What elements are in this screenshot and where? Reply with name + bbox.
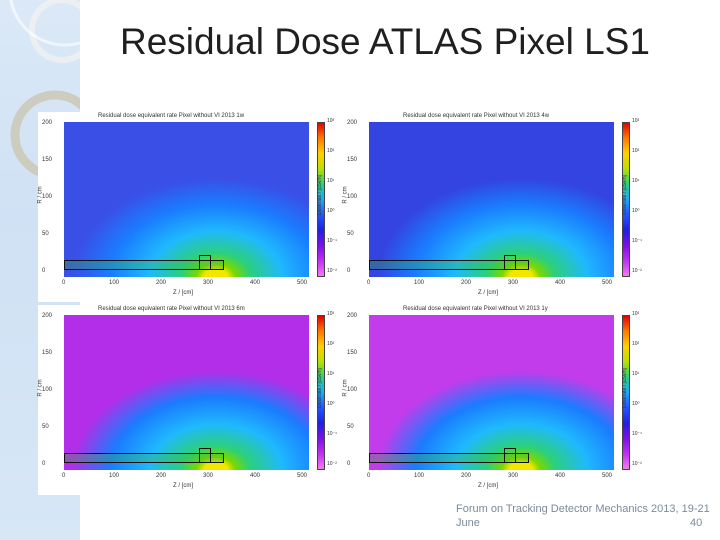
colorbar-tick-label: 10⁰ (327, 401, 335, 407)
x-tick-label: 100 (414, 280, 425, 286)
x-tick-label: 100 (109, 280, 120, 286)
colorbar-tick-label: 10³ (327, 311, 335, 317)
dose-plot-4: Residual dose equivalent rate Pixel with… (343, 305, 643, 495)
x-tick-label: 300 (203, 280, 214, 286)
dose-plot-3: Residual dose equivalent rate Pixel with… (38, 305, 338, 495)
y-tick-label: 0 (347, 461, 351, 467)
colorbar-tick-label: 10⁻² (632, 461, 642, 467)
x-tick-label: 400 (555, 280, 566, 286)
x-tick-label: 300 (508, 473, 519, 479)
y-tick-label: 150 (42, 157, 53, 163)
colorbar-tick-label: 10⁰ (632, 401, 640, 407)
y-tick-label: 150 (42, 350, 53, 356)
x-axis-label: Z / [cm] (478, 290, 498, 296)
colorbar-tick-label: 10³ (632, 311, 640, 317)
colorbar-tick-label: 10¹ (632, 178, 640, 184)
x-tick-label: 0 (62, 280, 66, 286)
colorbar-tick-label: 10⁻² (632, 268, 642, 274)
x-tick-label: 100 (414, 473, 425, 479)
colorbar-tick-label: 10² (327, 148, 335, 154)
dose-plot-2: Residual dose equivalent rate Pixel with… (343, 112, 643, 302)
plot-title: Residual dose equivalent rate Pixel with… (98, 113, 245, 119)
y-tick-label: 100 (347, 194, 358, 200)
x-tick-label: 300 (508, 280, 519, 286)
colorbar-tick-label: 10³ (327, 118, 335, 124)
y-tick-label: 0 (42, 268, 46, 274)
colorbar-tick-label: 10⁻¹ (632, 431, 642, 437)
colorbar (622, 315, 630, 470)
y-axis-label: R / cm (37, 379, 44, 397)
y-tick-label: 100 (42, 387, 53, 393)
colorbar-tick-label: 10⁻² (327, 461, 337, 467)
y-tick-label: 50 (347, 231, 354, 237)
colorbar-label: Doserate / [uSv/h] (317, 174, 324, 216)
y-tick-label: 0 (42, 461, 46, 467)
colorbar-tick-label: 10⁻² (327, 268, 337, 274)
y-tick-label: 200 (42, 120, 53, 126)
colorbar-tick-label: 10¹ (327, 178, 335, 184)
y-axis-label: R / cm (37, 186, 44, 204)
x-tick-label: 200 (461, 280, 472, 286)
y-axis-label: R / cm (342, 379, 349, 397)
colorbar-tick-label: 10⁻¹ (632, 238, 642, 244)
x-tick-label: 500 (602, 473, 613, 479)
footer-text: Forum on Tracking Detector Mechanics 201… (456, 503, 710, 529)
x-axis-label: Z / [cm] (478, 483, 498, 489)
heatmap-area (64, 315, 309, 470)
colorbar-tick-label: 10⁰ (327, 208, 335, 214)
plot-title: Residual dose equivalent rate Pixel with… (403, 306, 548, 312)
x-tick-label: 200 (156, 473, 167, 479)
y-tick-label: 100 (42, 194, 53, 200)
colorbar-tick-label: 10¹ (632, 371, 640, 377)
x-tick-label: 500 (297, 473, 308, 479)
y-tick-label: 100 (347, 387, 358, 393)
y-tick-label: 150 (347, 350, 358, 356)
heatmap-area (369, 315, 614, 470)
dose-plot-1: Residual dose equivalent rate Pixel with… (38, 112, 338, 302)
y-tick-label: 200 (347, 120, 358, 126)
page-number: 40 (690, 517, 703, 529)
colorbar-tick-label: 10¹ (327, 371, 335, 377)
x-tick-label: 0 (367, 280, 371, 286)
x-tick-label: 500 (297, 280, 308, 286)
colorbar-tick-label: 10² (632, 341, 640, 347)
colorbar-label: Doserate / [uSv/h] (317, 367, 324, 409)
x-tick-label: 400 (250, 473, 261, 479)
x-tick-label: 400 (250, 280, 261, 286)
colorbar-tick-label: 10² (327, 341, 335, 347)
y-tick-label: 0 (347, 268, 351, 274)
x-tick-label: 200 (461, 473, 472, 479)
colorbar-tick-label: 10⁰ (632, 208, 640, 214)
plot-title: Residual dose equivalent rate Pixel with… (403, 113, 550, 119)
x-tick-label: 500 (602, 280, 613, 286)
y-tick-label: 200 (42, 313, 53, 319)
x-axis-label: Z / [cm] (173, 483, 193, 489)
x-tick-label: 200 (156, 280, 167, 286)
colorbar (317, 122, 325, 277)
colorbar-label: Doserate / [uSv/h] (622, 367, 629, 409)
colorbar-tick-label: 10³ (632, 118, 640, 124)
x-tick-label: 300 (203, 473, 214, 479)
heatmap-area (369, 122, 614, 277)
y-axis-label: R / cm (342, 186, 349, 204)
y-tick-label: 50 (42, 231, 49, 237)
x-tick-label: 0 (367, 473, 371, 479)
x-tick-label: 400 (555, 473, 566, 479)
slide-title: Residual Dose ATLAS Pixel LS1 (120, 21, 650, 62)
y-tick-label: 150 (347, 157, 358, 163)
plot-title: Residual dose equivalent rate Pixel with… (98, 306, 245, 312)
heatmap-area (64, 122, 309, 277)
colorbar-tick-label: 10⁻¹ (327, 431, 337, 437)
colorbar (317, 315, 325, 470)
y-tick-label: 50 (42, 424, 49, 430)
colorbar-label: Doserate / [uSv/h] (622, 174, 629, 216)
x-tick-label: 0 (62, 473, 66, 479)
y-tick-label: 200 (347, 313, 358, 319)
colorbar-tick-label: 10⁻¹ (327, 238, 337, 244)
colorbar (622, 122, 630, 277)
x-axis-label: Z / [cm] (173, 290, 193, 296)
x-tick-label: 100 (109, 473, 120, 479)
colorbar-tick-label: 10² (632, 148, 640, 154)
y-tick-label: 50 (347, 424, 354, 430)
